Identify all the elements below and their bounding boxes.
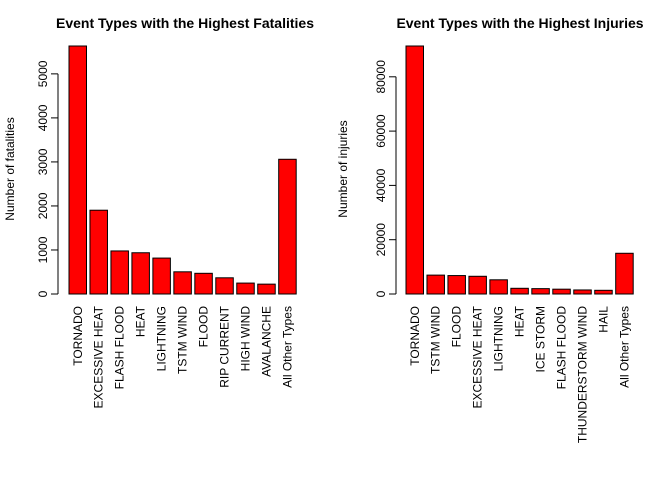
fatalities-y-tick-label: 1000	[36, 236, 50, 263]
fatalities-y-axis-label: Number of fatalities	[3, 117, 17, 220]
injuries-category-label: LIGHTNING	[492, 306, 506, 371]
injuries-bar	[573, 289, 592, 295]
fatalities-bar	[236, 282, 255, 295]
injuries-bar	[489, 279, 508, 295]
injuries-chart-title: Event Types with the Highest Injuries	[396, 15, 643, 31]
fatalities-category-label: EXCESSIVE HEAT	[92, 305, 106, 408]
fatalities-y-tick-label: 2000	[36, 192, 50, 219]
fatalities-bar	[194, 272, 213, 295]
injuries-category-label: FLOOD	[450, 306, 464, 348]
fatalities-category-label: RIP CURRENT	[218, 305, 232, 387]
fatalities-category-label: LIGHTNING	[155, 306, 169, 371]
injuries-bar	[594, 289, 613, 295]
injuries-category-label: All Other Types	[617, 306, 631, 388]
fatalities-category-label: AVALANCHE	[259, 306, 273, 377]
injuries-bar	[531, 288, 550, 295]
injuries-bar	[426, 274, 445, 295]
injuries-y-tick-label: 0	[374, 290, 388, 297]
fatalities-chart-title: Event Types with the Highest Fatalities	[56, 15, 314, 31]
injuries-bar	[447, 275, 466, 295]
fatalities-y-tick-label: 0	[36, 290, 50, 297]
injuries-bar	[615, 252, 634, 295]
fatalities-category-label: TSTM WIND	[176, 306, 190, 374]
fatalities-category-label: FLASH FLOOD	[113, 306, 127, 390]
injuries-bar	[510, 287, 529, 295]
injuries-bar	[552, 288, 571, 295]
injuries-bar	[405, 45, 424, 295]
injuries-category-label: THUNDERSTORM WIND	[576, 306, 590, 443]
fatalities-chart: Event Types with the Highest Fatalities …	[3, 15, 314, 408]
injuries-category-label: TSTM WIND	[429, 306, 443, 374]
fatalities-category-label: HEAT	[134, 305, 148, 337]
injuries-category-label: ICE STORM	[534, 306, 548, 372]
fatalities-bar	[68, 45, 87, 295]
injuries-category-label: HEAT	[513, 305, 527, 337]
fatalities-bar	[215, 277, 234, 295]
injuries-category-label: HAIL	[596, 306, 610, 333]
injuries-y-axis-label: Number of injuries	[336, 120, 350, 217]
injuries-y-tick-label: 60000	[374, 114, 388, 148]
injuries-category-label: FLASH FLOOD	[555, 306, 569, 390]
injuries-y-tick-label: 20000	[374, 223, 388, 257]
fatalities-bar	[110, 250, 129, 295]
fatalities-bar	[257, 283, 276, 295]
fatalities-category-label: FLOOD	[197, 306, 211, 348]
fatalities-category-label: TORNADO	[71, 306, 85, 366]
fatalities-bar	[152, 257, 171, 295]
fatalities-y-tick-label: 4000	[36, 104, 50, 131]
fatalities-bar	[89, 209, 108, 295]
injuries-category-label: TORNADO	[408, 306, 422, 366]
fatalities-y-tick-label: 3000	[36, 148, 50, 175]
fatalities-category-label: HIGH WIND	[239, 306, 253, 372]
injuries-y-tick-label: 80000	[374, 60, 388, 94]
fatalities-bar	[173, 271, 192, 295]
fatalities-category-label: All Other Types	[280, 306, 294, 388]
fatalities-bar	[131, 252, 150, 295]
injuries-y-tick-label: 40000	[374, 168, 388, 202]
injuries-chart: Event Types with the Highest Injuries Nu…	[336, 15, 644, 443]
injuries-category-label: EXCESSIVE HEAT	[471, 305, 485, 408]
fatalities-bar	[278, 158, 297, 295]
fatalities-y-tick-label: 5000	[36, 60, 50, 87]
injuries-bar	[468, 275, 487, 295]
